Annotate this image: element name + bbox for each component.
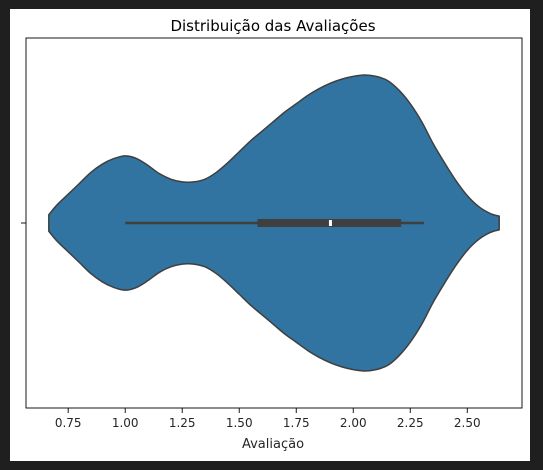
chart-title: Distribuição das Avaliações: [170, 17, 375, 35]
chart-figure: Distribuição das Avaliações 0.75 1.00 1.25…: [10, 9, 530, 461]
median-marker: [328, 220, 332, 226]
x-axis-ticks: 0.75 1.00 1.25 1.50 1.75 2.00 2.25 2.50: [55, 408, 481, 430]
x-tick-label: 1.25: [169, 416, 196, 430]
x-tick-label: 2.00: [340, 416, 367, 430]
x-tick-label: 1.75: [283, 416, 310, 430]
x-tick-label: 1.50: [226, 416, 253, 430]
x-tick-label: 2.50: [454, 416, 481, 430]
x-tick-label: 1.00: [112, 416, 139, 430]
violin-chart: Distribuição das Avaliações 0.75 1.00 1.25…: [21, 17, 523, 452]
x-axis-label: Avaliação: [242, 437, 304, 452]
box-layer: [125, 219, 424, 227]
x-tick-label: 2.25: [397, 416, 424, 430]
x-tick-label: 0.75: [55, 416, 82, 430]
